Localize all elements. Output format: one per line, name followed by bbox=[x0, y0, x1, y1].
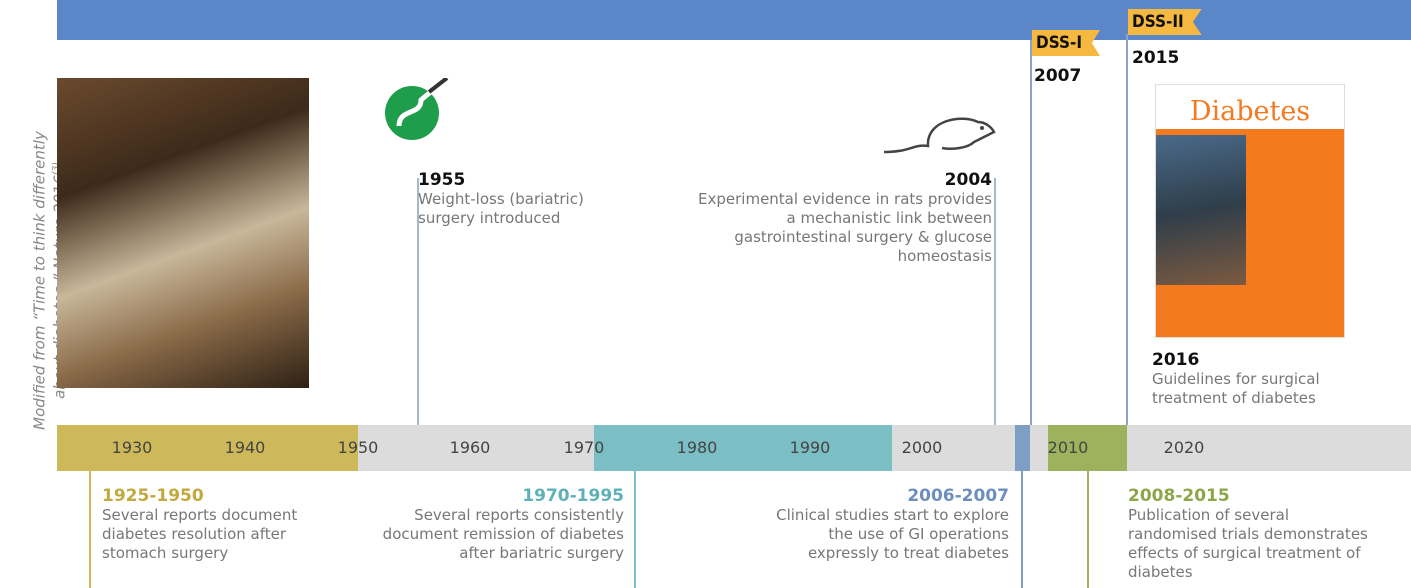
period-text: Clinical studies start to explore the us… bbox=[776, 506, 1009, 562]
connector-line bbox=[1126, 34, 1128, 425]
event-year: 1955 bbox=[418, 170, 466, 190]
period-segment bbox=[1048, 425, 1127, 471]
axis-label: 2020 bbox=[1163, 438, 1205, 457]
event-text: Weight-loss (bariatric) surgery introduc… bbox=[418, 190, 584, 227]
connector-line bbox=[89, 471, 91, 588]
period-text: Several reports consistently document re… bbox=[382, 506, 624, 562]
axis-label: 1930 bbox=[111, 438, 153, 457]
period-segment bbox=[57, 425, 358, 471]
connector-line bbox=[1087, 471, 1089, 588]
period-text: Several reports document diabetes resolu… bbox=[102, 506, 298, 562]
milestone-year: 2007 bbox=[1034, 66, 1082, 86]
connector-line bbox=[1021, 471, 1023, 588]
top-bar bbox=[57, 0, 1411, 40]
milestone-flag: DSS-I bbox=[1032, 30, 1101, 56]
period-years: 2008-2015 bbox=[1128, 486, 1230, 506]
period-segment bbox=[1015, 425, 1030, 471]
rat-icon bbox=[883, 117, 996, 154]
axis-label: 1950 bbox=[337, 438, 379, 457]
event: 2004 Experimental evidence in rats provi… bbox=[690, 170, 992, 266]
event-text: Guidelines for surgical treatment of dia… bbox=[1152, 370, 1320, 407]
period-years: 1970-1995 bbox=[522, 486, 624, 506]
period: 2008-2015 Publication of several randomi… bbox=[1128, 486, 1378, 582]
period-text: Publication of several randomised trials… bbox=[1128, 506, 1368, 581]
period-years: 1925-1950 bbox=[102, 486, 204, 506]
axis-label: 1960 bbox=[449, 438, 491, 457]
cover-title: Diabetes Care bbox=[1156, 85, 1344, 181]
connector-line bbox=[1030, 40, 1032, 425]
period: 1970-1995 Several reports consistently d… bbox=[368, 486, 624, 563]
axis-label: 1980 bbox=[676, 438, 718, 457]
milestone-year: 2015 bbox=[1132, 48, 1180, 68]
event: 1955 Weight-loss (bariatric) surgery int… bbox=[418, 170, 608, 228]
connector-line bbox=[634, 471, 636, 588]
axis-label: 2000 bbox=[901, 438, 943, 457]
connector-line bbox=[994, 178, 996, 425]
axis-label: 2010 bbox=[1047, 438, 1089, 457]
cover-photo bbox=[1156, 135, 1246, 285]
event-year: 2004 bbox=[944, 170, 992, 190]
event-year: 2016 bbox=[1152, 350, 1200, 370]
milestone-flag: DSS-II bbox=[1128, 9, 1202, 35]
axis-label: 1940 bbox=[224, 438, 266, 457]
axis-label: 1970 bbox=[563, 438, 605, 457]
journal-cover: Diabetes Care bbox=[1155, 84, 1345, 338]
surgery-icon bbox=[385, 78, 449, 140]
axis-label: 1990 bbox=[789, 438, 831, 457]
period-segment bbox=[594, 425, 892, 471]
event-text: Experimental evidence in rats provides a… bbox=[698, 190, 992, 265]
event: 2016 Guidelines for surgical treatment o… bbox=[1152, 350, 1352, 408]
period: 1925-1950 Several reports document diabe… bbox=[102, 486, 342, 563]
period-years: 2006-2007 bbox=[907, 486, 1009, 506]
painting-image bbox=[57, 78, 309, 388]
connector-line bbox=[417, 178, 419, 425]
period: 2006-2007 Clinical studies start to expl… bbox=[755, 486, 1009, 563]
